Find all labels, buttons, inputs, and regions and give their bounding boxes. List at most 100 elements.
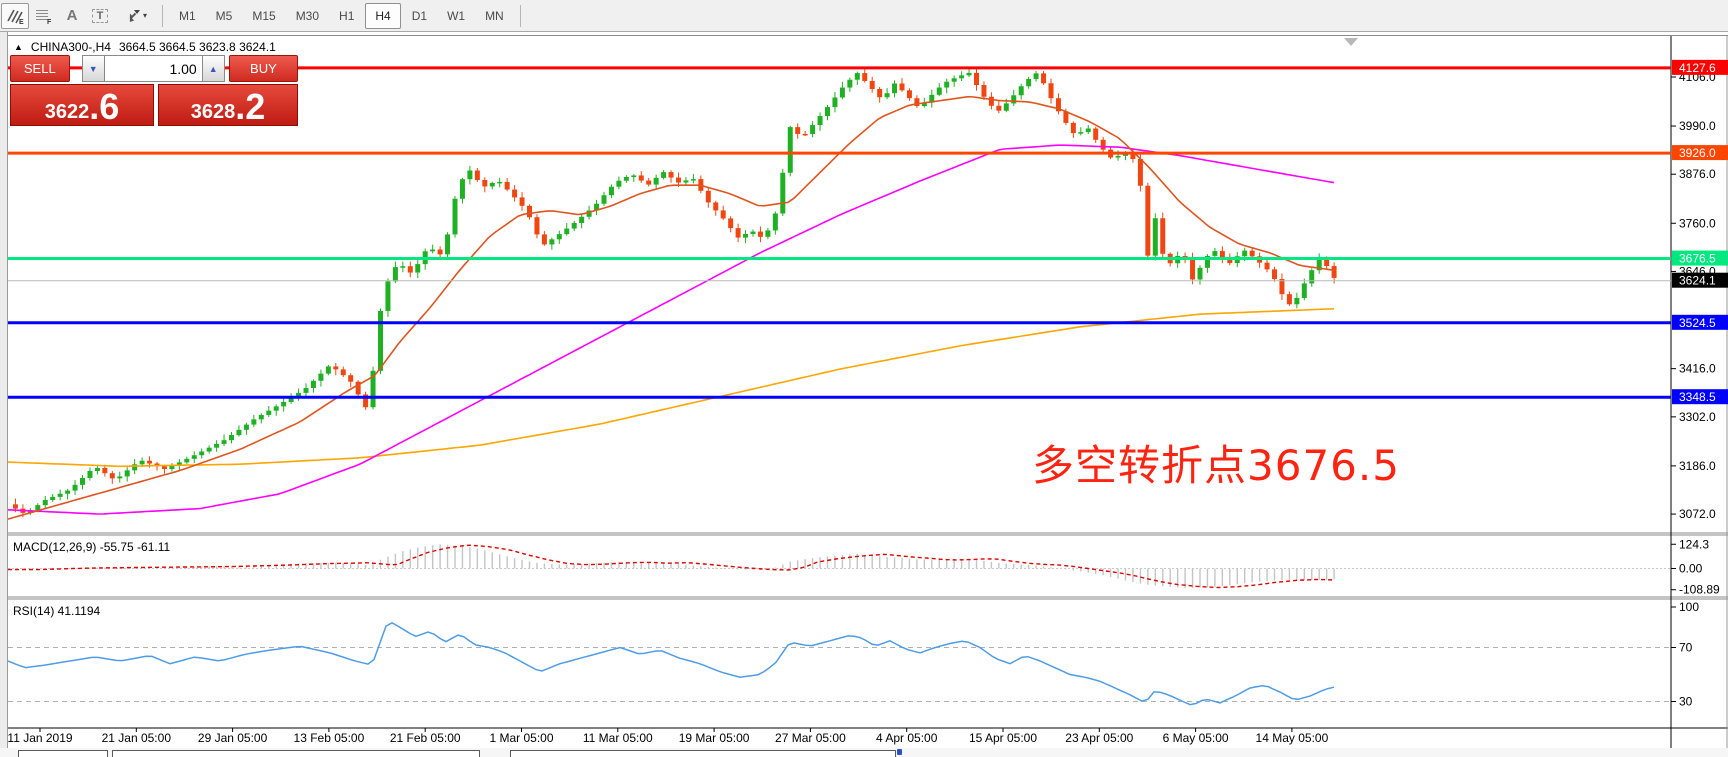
candle-down (757, 231, 763, 237)
macd-pane[interactable]: MACD(12,26,9) -55.75 -61.11 124.3 0.00 -108… (7, 537, 1720, 597)
timeframe-button-d1[interactable]: D1 (411, 8, 428, 23)
candle-down (437, 249, 443, 255)
time-axis[interactable]: 11 Jan 2019 21 Jan 05:00 29 Jan 05:00 13 Fe… (7, 728, 1329, 745)
candle-up (243, 424, 249, 430)
candle-up (1152, 218, 1158, 256)
candle-up (765, 230, 771, 237)
candle-down (1048, 83, 1054, 99)
grid-f-icon[interactable]: F (31, 4, 57, 28)
candle-up (303, 387, 309, 393)
candle-up (139, 460, 145, 465)
status-indicator-dot (897, 749, 902, 755)
candle-up (1115, 155, 1121, 158)
candle-up (191, 455, 197, 459)
buy-price-display[interactable]: 3628.2 (158, 84, 298, 126)
candle-up (281, 401, 287, 407)
rsi-pane[interactable]: RSI(14) 41.1194 100 70 30 (7, 600, 1699, 709)
svg-text:F: F (47, 19, 52, 25)
candle-down (1249, 250, 1255, 257)
candle-up (892, 83, 898, 94)
rsi-axis-label: 100 (1679, 600, 1699, 614)
text-a-icon[interactable]: A (66, 7, 78, 24)
candle-down (869, 80, 875, 89)
candle-up (318, 373, 324, 381)
candle-up (467, 170, 473, 180)
candle-down (668, 172, 674, 178)
sell-button[interactable]: SELL (10, 55, 70, 82)
time-axis-label: 21 Jan 05:00 (102, 731, 172, 745)
timeframe-button-h1[interactable]: H1 (339, 8, 355, 23)
turning-point-annotation: 多空转折点3676.5 (1032, 441, 1400, 490)
candle-up (80, 477, 85, 485)
candle-down (355, 381, 361, 395)
sell-price-frac: .6 (89, 86, 120, 128)
candle-up (825, 107, 830, 117)
candle-down (795, 127, 801, 134)
candle-up (780, 172, 786, 214)
timeframe-button-m15[interactable]: M15 (252, 8, 276, 23)
candle-up (35, 505, 41, 511)
candle-down (1130, 152, 1136, 159)
candle-up (1003, 103, 1009, 111)
candle-down (1227, 257, 1233, 264)
candle-down (512, 189, 518, 198)
toolbar-separator (519, 4, 521, 27)
price-axis[interactable]: 4106.03990.03876.03760.03646.03416.03302… (1671, 59, 1728, 521)
volume-increase-button[interactable]: ▲ (202, 55, 225, 82)
price-badge-label: 3624.1 (1679, 274, 1716, 288)
candle-up (392, 267, 398, 282)
price-badge (1672, 145, 1728, 161)
timeframe-button-m1[interactable]: M1 (179, 8, 196, 23)
candle-up (266, 410, 272, 415)
candle-up (549, 239, 555, 245)
buy-button[interactable]: BUY (228, 55, 298, 82)
candle-up (221, 440, 227, 444)
candle-up (854, 73, 860, 80)
candle-up (623, 177, 629, 181)
candle-down (906, 90, 912, 99)
candle-up (94, 467, 100, 472)
candle-up (571, 223, 577, 229)
timeframe-button-m5[interactable]: M5 (215, 8, 233, 23)
price-badge-label: 3524.5 (1679, 316, 1716, 330)
collapse-arrow-icon[interactable]: ▲ (14, 42, 23, 52)
candle-down (147, 460, 153, 464)
candle-down (676, 177, 681, 183)
candle-down (1286, 294, 1292, 305)
timeframe-button-h4[interactable]: H4 (365, 2, 401, 29)
candle-down (1160, 218, 1166, 254)
candle-up (944, 81, 950, 88)
candle-up (42, 500, 48, 506)
candle-up (631, 175, 637, 178)
sell-price-display[interactable]: 3622.6 (10, 84, 154, 126)
chart-shift-marker-icon[interactable] (1344, 38, 1358, 46)
timeframe-button-w1[interactable]: W1 (447, 8, 466, 23)
candle-up (445, 234, 451, 255)
cycle-arrows-icon[interactable]: ▾ (115, 4, 155, 28)
candle-up (959, 75, 965, 79)
price-axis-label: 3416.0 (1679, 362, 1716, 376)
svg-text:E: E (19, 19, 24, 25)
candle-up (229, 435, 234, 441)
candle-down (1070, 122, 1076, 134)
candle-down (1190, 258, 1196, 280)
volume-decrease-button[interactable]: ▼ (81, 55, 104, 82)
timeframe-button-m30[interactable]: M30 (295, 8, 320, 23)
candle-up (929, 94, 935, 103)
status-box (112, 750, 480, 757)
charts-e-icon[interactable]: E (1, 2, 29, 29)
candle-up (1033, 73, 1039, 79)
candle-down (504, 181, 510, 190)
volume-input[interactable] (103, 55, 203, 82)
label-t-icon[interactable]: T (87, 4, 113, 28)
candle-up (683, 180, 689, 183)
candle-up (1011, 95, 1017, 104)
candle-up (1294, 297, 1300, 305)
candle-up (556, 234, 562, 240)
status-box (18, 750, 108, 757)
timeframe-button-mn[interactable]: MN (485, 8, 504, 23)
candle-up (1197, 267, 1203, 280)
candle-up (288, 397, 294, 402)
